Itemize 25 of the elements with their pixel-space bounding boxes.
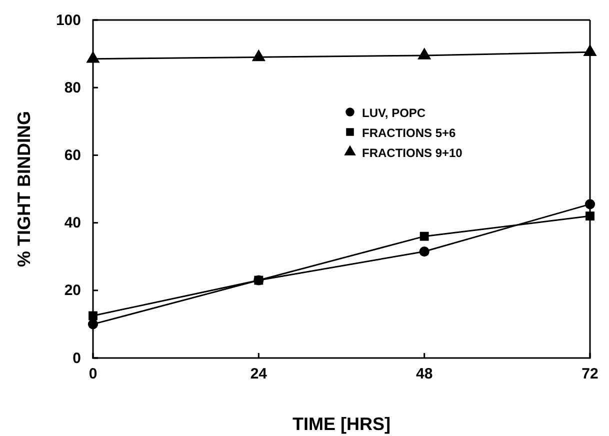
x-tick-label: 48 bbox=[416, 366, 433, 383]
y-tick-label: 40 bbox=[64, 214, 81, 232]
point bbox=[586, 212, 594, 221]
point bbox=[420, 232, 429, 241]
legend-label: FRACTIONS 5+6 bbox=[362, 126, 456, 140]
x-axis-title: TIME [HRS] bbox=[292, 414, 390, 434]
point bbox=[419, 246, 430, 257]
legend-label: LUV, POPC bbox=[362, 106, 426, 120]
y-tick-label: 20 bbox=[64, 282, 81, 300]
y-tick-label: 100 bbox=[56, 12, 81, 29]
point bbox=[88, 319, 98, 330]
point bbox=[584, 199, 596, 210]
y-axis-title: % TIGHT BINDING bbox=[14, 111, 34, 267]
x-tick-label: 24 bbox=[250, 366, 268, 383]
y-tick-label: 80 bbox=[64, 79, 81, 96]
x-tick-label: 72 bbox=[582, 366, 598, 383]
x-tick-label: 0 bbox=[88, 366, 98, 383]
point bbox=[86, 51, 100, 63]
point bbox=[88, 311, 98, 320]
point bbox=[418, 48, 432, 60]
y-tick-label: 0 bbox=[72, 350, 81, 367]
point bbox=[583, 44, 597, 56]
legend-label: FRACTIONS 9+10 bbox=[362, 146, 463, 160]
point bbox=[252, 49, 266, 62]
y-tick-label: 60 bbox=[64, 147, 81, 164]
